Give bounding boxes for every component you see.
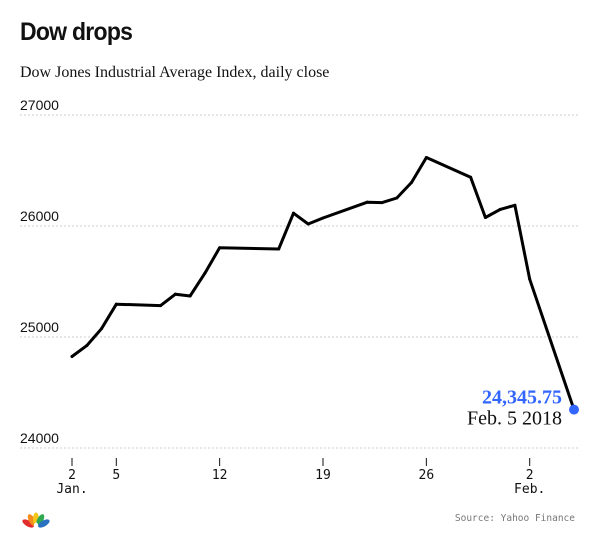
x-tick-label: 19 — [315, 468, 331, 483]
logo-feather — [22, 519, 35, 528]
logo-body — [33, 522, 39, 530]
data-point — [188, 294, 192, 298]
x-tick-sublabel: Feb. — [514, 482, 545, 497]
source-note: Source: Yahoo Finance — [455, 513, 575, 524]
data-point — [100, 327, 104, 331]
annotation-date: Feb. 5 2018 — [467, 408, 562, 430]
data-point — [85, 344, 89, 348]
y-tick-label: 26000 — [20, 208, 59, 224]
data-point — [410, 180, 414, 184]
x-tick-label: 5 — [112, 468, 120, 483]
y-tick-label: 27000 — [20, 97, 59, 113]
x-tick-label: 26 — [419, 468, 435, 483]
data-point — [483, 215, 487, 219]
data-point — [395, 196, 399, 200]
data-point — [306, 222, 310, 226]
data-point — [291, 211, 295, 215]
data-point — [469, 175, 473, 179]
data-point — [528, 277, 532, 281]
data-point — [173, 292, 177, 296]
data-points — [70, 156, 576, 412]
y-axis: 24000 25000 26000 27000 — [20, 97, 59, 446]
nbc-peacock-icon — [22, 512, 50, 530]
x-tick-label: 2 — [526, 468, 534, 483]
data-point — [498, 207, 502, 211]
gridlines — [20, 114, 578, 449]
x-tick-label: 12 — [212, 468, 228, 483]
logo-feather — [37, 519, 50, 528]
y-tick-label: 24000 — [20, 430, 59, 446]
dow-close-line — [70, 156, 576, 412]
data-point — [321, 216, 325, 220]
data-point — [424, 156, 428, 160]
data-point — [277, 247, 281, 251]
data-point — [365, 200, 369, 204]
x-tick-label: 2 — [68, 468, 76, 483]
data-point — [380, 201, 384, 205]
data-point — [70, 355, 74, 359]
annotation-value: 24,345.75 — [482, 387, 562, 409]
data-point — [159, 304, 163, 308]
x-tick-sublabel: Jan. — [56, 482, 87, 497]
data-point — [218, 246, 222, 250]
data-point — [203, 271, 207, 275]
y-tick-label: 25000 — [20, 319, 59, 335]
chart-subtitle: Dow Jones Industrial Average Index, dail… — [20, 64, 330, 81]
data-point — [114, 302, 118, 306]
logo-feather — [36, 514, 45, 526]
last-close-marker — [569, 404, 579, 415]
data-point — [513, 203, 517, 207]
chart-title: Dow drops — [20, 18, 133, 46]
